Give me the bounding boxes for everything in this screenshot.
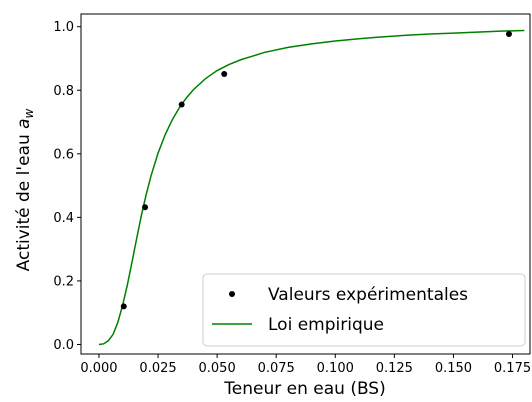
y-axis-label-subscript: w [22,108,36,118]
x-tick-label: 0.000 [80,361,117,376]
legend-label-fit: Loi empirique [268,315,384,335]
plot-frame [80,13,531,355]
fit-curve-line [98,29,525,346]
data-point [221,71,228,78]
x-axis-label: Teneur en eau (BS) [223,379,385,398]
y-axis-label: Activité de l'eau aw [14,108,36,271]
x-tick-label: 0.025 [139,361,176,376]
y-axis-label-main: Activité de l'eau [14,129,34,271]
legend: Valeurs expérimentales Loi empirique [202,273,526,347]
x-tick-label: 0.150 [435,361,472,376]
x-tick-label: 0.125 [376,361,413,376]
x-tick-label: 0.100 [317,361,354,376]
x-tick-label: 0.050 [199,361,236,376]
x-axis-ticks: 0.000 0.025 0.050 0.075 0.100 0.125 0.150 0.175 [80,354,531,376]
legend-marker-scatter [229,291,235,297]
y-tick-label: 1.0 [53,20,74,35]
y-axis-ticks: 0.0 0.2 0.4 0.6 0.8 1.0 [53,20,81,353]
plot-area: 0.000 0.025 0.050 0.075 0.100 0.125 0.150 0.175… [53,13,531,376]
data-point [120,303,127,310]
data-point [142,204,149,211]
series-layer [98,29,525,346]
data-point [178,101,185,108]
y-tick-label: 0.2 [53,274,74,289]
x-tick-label: 0.075 [258,361,295,376]
y-tick-label: 0.6 [53,147,74,162]
y-axis-label-symbol: a [14,118,34,128]
legend-box [202,273,526,347]
y-tick-label: 0.8 [53,84,74,99]
y-tick-label: 0.0 [53,338,74,353]
legend-label-scatter: Valeurs expérimentales [268,285,468,305]
data-point [505,31,512,38]
y-tick-label: 0.4 [53,211,74,226]
x-tick-label: 0.175 [494,361,531,376]
